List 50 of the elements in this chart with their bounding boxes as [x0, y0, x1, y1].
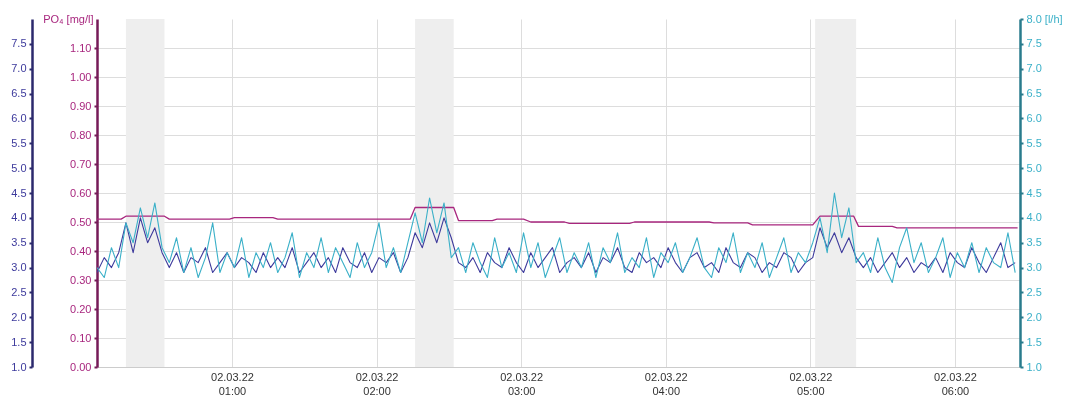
y2-tick-label: 7.5	[1026, 37, 1042, 50]
y2-tick-label: 1.0	[1026, 360, 1042, 373]
y3-tick-label: 2.0	[11, 310, 27, 323]
y3-tick-label: 3.0	[11, 261, 27, 274]
x-tick-label: 02.03.22 02:00	[355, 370, 399, 397]
y-tick-label: 0.20	[70, 302, 92, 315]
y3-tick-label: 5.5	[11, 136, 27, 149]
y2-tick-label: 5.5	[1026, 136, 1042, 149]
y-tick-label: 0.70	[70, 157, 92, 170]
y-tick-label: 0.10	[70, 331, 92, 344]
y3-tick-label: 3.5	[11, 236, 27, 249]
y3-tick-label: 6.5	[11, 87, 27, 100]
line-series	[97, 217, 1016, 274]
y-tick-label: 0.40	[70, 244, 92, 257]
y3-tick-label: 4.5	[11, 186, 27, 199]
line-series	[97, 192, 1016, 284]
x-tick-label: 02.03.22 03:00	[500, 370, 544, 397]
y-tick-label: 1.00	[70, 70, 92, 83]
y-tick-label: 0.80	[70, 128, 92, 141]
y3-tick-label: 5.0	[11, 161, 27, 174]
y2-tick-label: 6.5	[1026, 87, 1042, 100]
x-tick-label: 02.03.22 04:00	[644, 370, 688, 397]
y-tick-label: 0.00	[70, 360, 92, 373]
y-tick-label: 0.60	[70, 186, 92, 199]
y2-tick-label: 8.0 [l/h]	[1026, 12, 1063, 25]
y2-tick-label: 2.5	[1026, 285, 1042, 298]
y3-tick-label: 1.0	[11, 360, 27, 373]
x-tick-label: 02.03.22 01:00	[211, 370, 254, 397]
y2-tick-label: 2.0	[1026, 310, 1042, 323]
y2-tick-label: 4.5	[1026, 186, 1042, 199]
y3-tick-label: 2.5	[11, 285, 27, 298]
y3-tick-label: 4.0	[11, 211, 27, 224]
y-tick-label: 0.30	[70, 273, 92, 286]
y2-tick-label: 7.0	[1026, 62, 1042, 75]
y3-tick-label: 1.5	[11, 335, 27, 348]
y2-tick-label: 3.0	[1026, 261, 1042, 274]
y-tick-label: 0.90	[70, 99, 92, 112]
y3-tick-label: 7.5	[11, 37, 27, 50]
y-axis-title: PO₄ [mg/l]	[43, 12, 94, 25]
y3-tick-label: 7.0	[11, 62, 27, 75]
y2-tick-label: 5.0	[1026, 161, 1042, 174]
y2-tick-label: 4.0	[1026, 211, 1042, 224]
y-tick-label: 1.10	[70, 41, 92, 54]
y2-tick-label: 6.0	[1026, 111, 1042, 124]
y2-tick-label: 3.5	[1026, 236, 1042, 249]
y3-tick-label: 6.0	[11, 111, 27, 124]
y-tick-label: 0.50	[70, 215, 92, 228]
y2-tick-label: 1.5	[1026, 335, 1042, 348]
x-tick-label: 02.03.22 05:00	[789, 370, 833, 397]
x-tick-label: 02.03.22 06:00	[934, 370, 977, 397]
